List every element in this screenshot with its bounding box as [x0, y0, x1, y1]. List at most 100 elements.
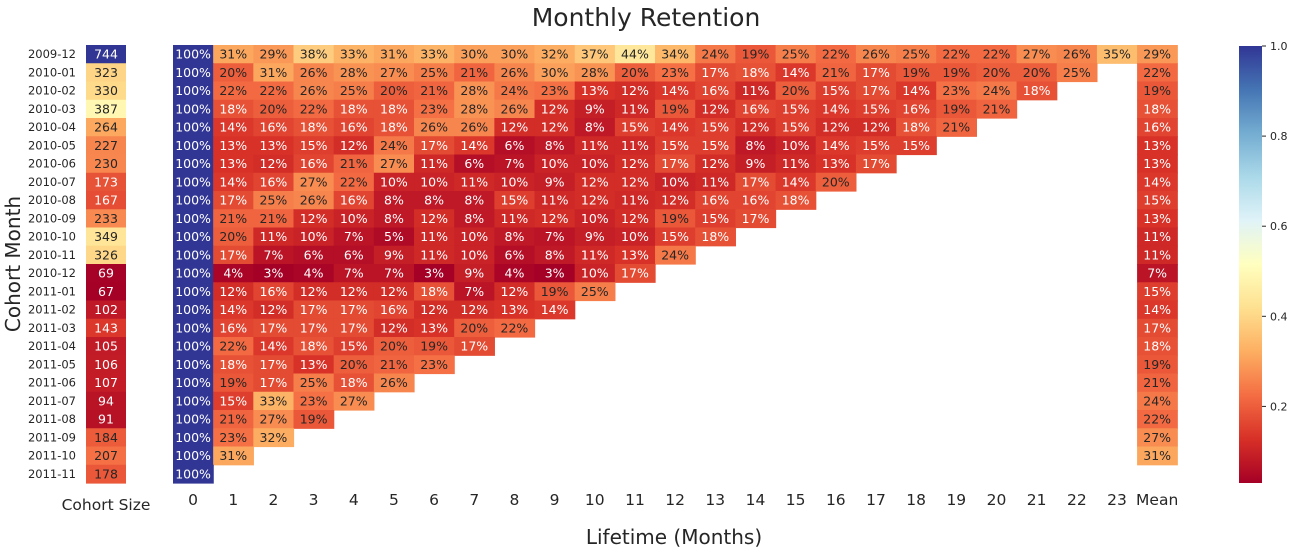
cohort-size-value: 67 [98, 284, 114, 299]
retention-cell-label: 20% [983, 65, 1011, 80]
retention-cell-label: 100% [175, 266, 211, 281]
retention-cell [574, 172, 616, 192]
retention-cell [1137, 300, 1178, 320]
retention-cell-label: 26% [862, 47, 890, 62]
retention-cell [614, 172, 656, 192]
retention-cell [173, 428, 214, 448]
cohort-size-cell [86, 446, 126, 466]
retention-cell-label: 14% [1143, 174, 1171, 189]
retention-cell-label: 14% [1143, 302, 1171, 317]
retention-cell-label: 21% [983, 101, 1011, 116]
retention-cell [173, 373, 214, 393]
retention-cell [655, 227, 696, 247]
retention-cell [494, 118, 536, 137]
retention-cell-label: 20% [219, 65, 247, 80]
retention-cell [735, 191, 777, 210]
retention-cell [815, 136, 857, 156]
retention-cell-label: 100% [175, 284, 211, 299]
retention-cell-label: 3% [264, 266, 284, 281]
retention-cell-label: 8% [384, 211, 404, 226]
retention-cell [293, 136, 335, 156]
retention-cell-label: 26% [420, 120, 448, 135]
retention-cell-label: 13% [501, 302, 529, 317]
retention-cell [1016, 63, 1058, 83]
colorbar-tick-label: 1.0 [1270, 40, 1288, 53]
retention-cell-label: 20% [782, 83, 810, 98]
retention-cell-label: 12% [340, 284, 368, 299]
lifetime-month-label: 4 [349, 491, 359, 509]
retention-cell-label: 15% [219, 393, 247, 408]
retention-cell-label: 100% [175, 174, 211, 189]
retention-cell [1137, 282, 1178, 302]
retention-cell [1137, 118, 1178, 137]
retention-cell-label: 16% [300, 156, 328, 171]
retention-cell-label: 7% [344, 266, 364, 281]
retention-cell-label: 27% [380, 65, 408, 80]
retention-cell [253, 318, 295, 338]
retention-cell [896, 136, 937, 156]
retention-cell-label: 18% [300, 339, 328, 354]
retention-cell-label: 25% [300, 375, 328, 390]
retention-cell [1137, 337, 1178, 356]
cohort-month-label: 2010-02 [28, 84, 76, 98]
retention-cell-label: 12% [300, 284, 328, 299]
retention-cell-label: 8% [384, 193, 404, 208]
cohort-size-value: 323 [94, 65, 118, 80]
retention-cell-label: 100% [175, 229, 211, 244]
cohort-size-value: 330 [94, 83, 118, 98]
retention-cell-label: 12% [661, 193, 689, 208]
retention-cell-label: 17% [862, 83, 890, 98]
retention-cell-label: 100% [175, 47, 211, 62]
retention-cell [494, 81, 536, 101]
retention-cell [213, 172, 254, 192]
retention-cell [253, 81, 295, 101]
retention-cell-label: 24% [701, 47, 729, 62]
retention-cell [855, 81, 897, 101]
colorbar [1239, 46, 1262, 483]
retention-cell-label: 18% [340, 375, 368, 390]
retention-cell [213, 428, 254, 448]
lifetime-month-label: 12 [665, 491, 685, 509]
retention-cell [293, 318, 335, 338]
retention-cell-label: 14% [661, 83, 689, 98]
cohort-size-cell [86, 337, 126, 356]
retention-cell-label: 20% [260, 101, 288, 116]
retention-cell-label: 10% [460, 247, 488, 262]
retention-cell-label: 44% [621, 47, 649, 62]
retention-cell [173, 318, 214, 338]
retention-cell [494, 227, 536, 247]
retention-cell-label: 16% [260, 174, 288, 189]
retention-cell-label: 15% [862, 101, 890, 116]
retention-cell [253, 63, 295, 83]
retention-cell [614, 264, 656, 283]
retention-cell-label: 23% [661, 65, 689, 80]
cohort-month-label: 2010-05 [28, 138, 76, 152]
cohort-size-value: 178 [94, 466, 118, 481]
cohort-size-value: 744 [94, 47, 118, 62]
retention-cell-label: 11% [460, 174, 488, 189]
retention-cell [775, 45, 817, 64]
retention-cell-label: 11% [701, 174, 729, 189]
retention-cell [373, 209, 415, 229]
retention-cell [855, 136, 897, 156]
retention-cell [213, 99, 254, 119]
retention-cell-label: 12% [742, 120, 770, 135]
retention-cell-label: 13% [420, 320, 448, 335]
retention-cell [655, 191, 696, 210]
retention-cell-label: 33% [420, 47, 448, 62]
retention-cell [976, 81, 1018, 101]
retention-cell [574, 99, 616, 119]
retention-cell-label: 11% [541, 193, 569, 208]
retention-cell-label: 14% [219, 302, 247, 317]
retention-cell-label: 17% [260, 357, 288, 372]
retention-cell [815, 154, 857, 174]
retention-cell-label: 19% [420, 339, 448, 354]
retention-cell-label: 31% [380, 47, 408, 62]
cohort-size-value: 349 [94, 229, 118, 244]
retention-cell [373, 136, 415, 156]
retention-cell-label: 15% [340, 339, 368, 354]
retention-cell [574, 136, 616, 156]
cohort-size-value: 91 [98, 412, 114, 427]
lifetime-month-label: 11 [625, 491, 645, 509]
retention-cell-label: 8% [464, 193, 484, 208]
